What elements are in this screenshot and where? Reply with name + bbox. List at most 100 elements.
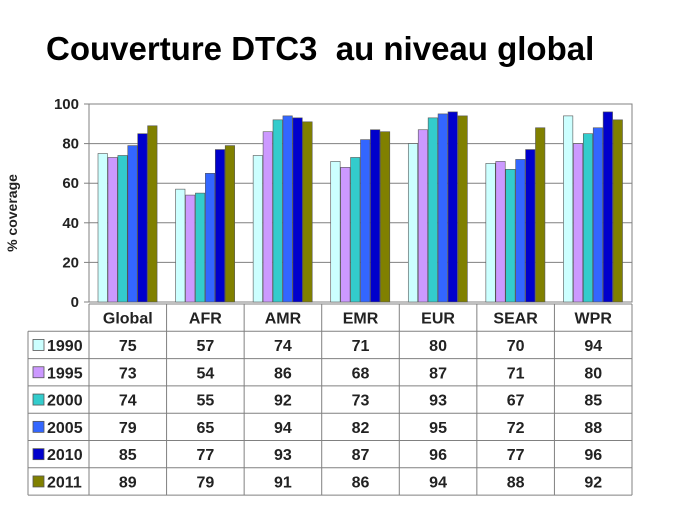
legend-swatch-2010 — [32, 448, 45, 461]
data-label-wpr-2005: 88 — [584, 420, 602, 437]
data-label-amr-2000: 92 — [274, 393, 292, 410]
x-tick-label-global: Global — [103, 311, 153, 328]
bar-sear-1990 — [485, 163, 496, 303]
data-label-wpr-1990: 94 — [584, 338, 602, 355]
data-label-amr-1990: 74 — [274, 338, 292, 355]
bar-wpr-2011 — [612, 119, 623, 303]
x-tick-label-amr: AMR — [265, 311, 302, 328]
data-label-emr-2005: 82 — [352, 420, 370, 437]
bar-emr-2000 — [350, 157, 361, 303]
bar-wpr-1990 — [563, 115, 574, 303]
data-label-sear-2010: 77 — [507, 447, 525, 464]
bar-wpr-1995 — [573, 143, 584, 303]
y-axis-label: % coverage — [4, 174, 20, 252]
bar-eur-1990 — [407, 143, 419, 303]
data-label-amr-2005: 94 — [274, 420, 292, 437]
data-label-afr-2005: 65 — [196, 420, 214, 437]
data-label-eur-2000: 93 — [429, 393, 447, 410]
legend-label-1990: 1990 — [47, 338, 83, 355]
x-tick-label-sear: SEAR — [493, 311, 538, 328]
data-label-sear-1995: 71 — [507, 365, 525, 382]
bar-eur-2000 — [427, 117, 438, 303]
bar-sear-2011 — [535, 127, 546, 303]
bar-eur-2011 — [457, 115, 468, 303]
data-label-wpr-2000: 85 — [584, 393, 602, 410]
bar-sear-2010 — [525, 149, 536, 303]
bar-afr-1990 — [175, 188, 186, 303]
bar-amr-1990 — [252, 155, 263, 303]
bar-emr-2011 — [380, 131, 391, 303]
bar-wpr-2010 — [602, 111, 613, 303]
bar-afr-2005 — [205, 173, 216, 303]
bar-global-2005 — [127, 145, 138, 303]
x-tick-label-wpr: WPR — [575, 311, 613, 328]
legend-swatch-1995 — [32, 366, 45, 379]
legend-label-2000: 2000 — [47, 393, 83, 410]
data-label-wpr-2010: 96 — [584, 447, 602, 464]
page-title: Couverture DTC3 au niveau global — [46, 30, 595, 67]
legend-swatch-1990 — [32, 339, 45, 351]
data-label-global-2010: 85 — [119, 447, 137, 464]
legend-swatch-2005 — [32, 420, 45, 433]
data-label-sear-2005: 72 — [507, 420, 525, 437]
x-tick-label-eur: EUR — [421, 311, 455, 328]
bar-amr-1995 — [262, 131, 273, 303]
legend-swatch-2011 — [32, 475, 45, 488]
bar-global-2010 — [137, 133, 148, 303]
data-label-wpr-2011: 92 — [584, 474, 602, 491]
legend-swatch-2000 — [32, 393, 45, 406]
bar-global-1990 — [97, 153, 108, 303]
bar-afr-1995 — [185, 194, 196, 303]
data-label-eur-2005: 95 — [429, 420, 447, 437]
data-label-afr-2000: 55 — [196, 393, 214, 410]
legend-label-1995: 1995 — [47, 365, 83, 382]
bar-afr-2000 — [195, 192, 206, 303]
data-label-amr-1995: 86 — [274, 365, 292, 382]
data-label-afr-1990: 57 — [196, 338, 214, 355]
legend-label-2005: 2005 — [47, 420, 83, 437]
bar-eur-2005 — [437, 113, 448, 303]
bar-emr-1990 — [330, 161, 341, 303]
bar-afr-2011 — [224, 145, 235, 303]
data-label-global-1990: 75 — [119, 338, 137, 355]
legend-label-2011: 2011 — [47, 474, 82, 491]
data-label-global-2011: 89 — [119, 474, 137, 491]
x-tick-label-afr: AFR — [189, 311, 222, 328]
bar-sear-1995 — [495, 161, 506, 303]
bar-sear-2000 — [505, 169, 516, 303]
data-label-eur-2010: 96 — [429, 447, 447, 464]
y-tick-label: 40 — [62, 215, 79, 232]
bar-wpr-2000 — [582, 133, 594, 303]
data-label-amr-2010: 93 — [274, 447, 292, 464]
data-label-eur-2011: 94 — [429, 474, 447, 491]
data-label-global-2005: 79 — [119, 420, 137, 437]
data-label-eur-1990: 80 — [429, 338, 447, 355]
bar-amr-2011 — [302, 121, 313, 303]
data-label-emr-1995: 68 — [352, 365, 370, 382]
data-label-emr-1990: 71 — [352, 338, 370, 355]
data-label-sear-1990: 70 — [507, 338, 525, 355]
bar-global-2000 — [117, 155, 128, 303]
legend-label-2010: 2010 — [47, 447, 83, 464]
bar-amr-2010 — [292, 117, 303, 303]
y-tick-label: 100 — [54, 96, 79, 113]
y-tick-label: 60 — [62, 175, 79, 192]
data-label-eur-1995: 87 — [429, 365, 447, 382]
data-label-afr-1995: 54 — [196, 365, 214, 382]
data-label-afr-2011: 79 — [196, 474, 214, 491]
x-tick-label-emr: EMR — [343, 311, 379, 328]
data-label-sear-2011: 88 — [507, 474, 525, 491]
bar-wpr-2005 — [592, 127, 603, 303]
y-tick-label: 0 — [71, 294, 79, 311]
bar-eur-2010 — [447, 111, 458, 303]
y-tick-label: 20 — [62, 254, 79, 271]
data-label-global-1995: 73 — [119, 365, 137, 382]
bar-emr-2005 — [360, 139, 371, 303]
bar-eur-1995 — [417, 129, 428, 303]
data-label-emr-2000: 73 — [352, 393, 370, 410]
data-label-emr-2011: 86 — [352, 474, 370, 491]
bar-amr-2005 — [282, 115, 293, 303]
data-label-amr-2011: 91 — [274, 474, 292, 491]
data-label-global-2000: 74 — [119, 393, 137, 410]
